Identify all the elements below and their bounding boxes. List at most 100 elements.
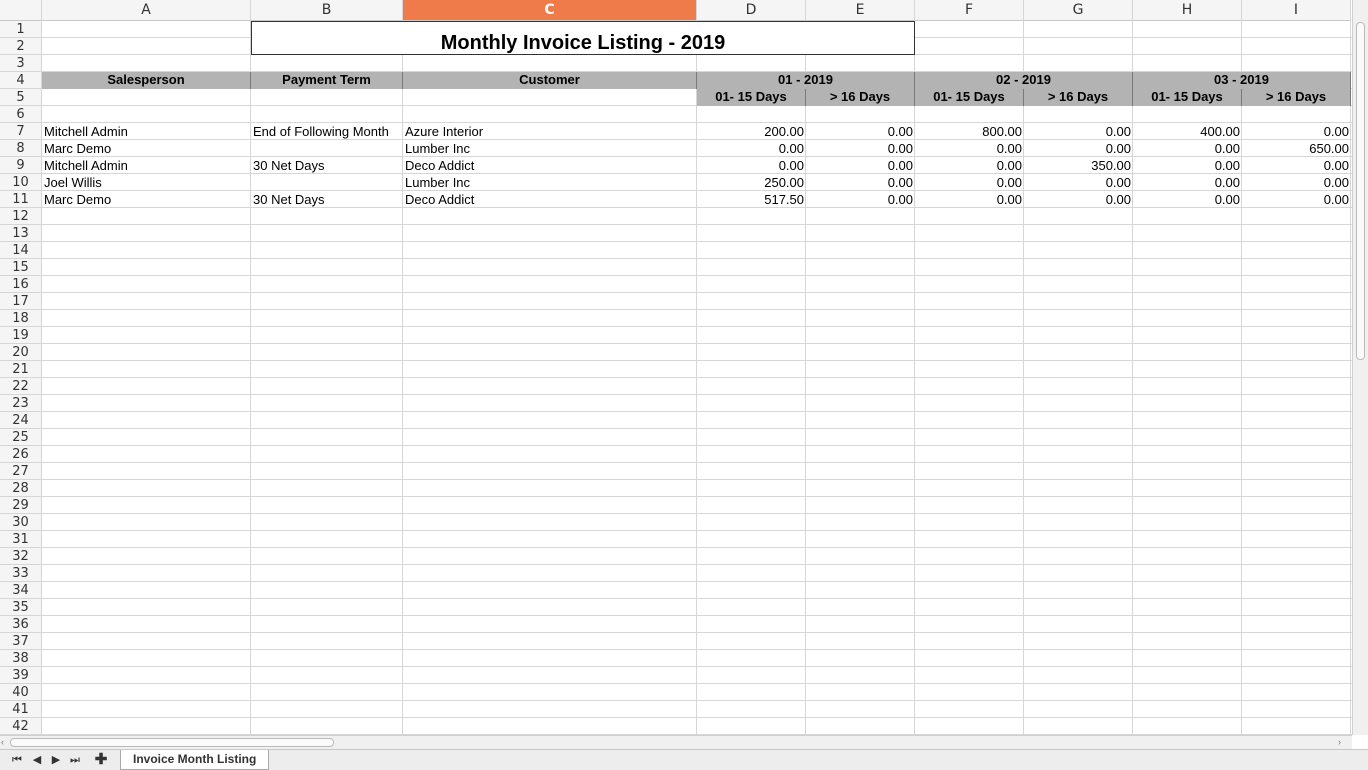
row-header-38[interactable]: 38: [0, 650, 42, 667]
cell-amount[interactable]: 0.00: [887, 124, 913, 139]
row-header-27[interactable]: 27: [0, 463, 42, 480]
header-bucket-early[interactable]: 01- 15 Days: [697, 89, 806, 106]
cell-payment-term[interactable]: 30 Net Days: [253, 158, 325, 173]
header-month-3[interactable]: 03 - 2019: [1133, 72, 1351, 89]
row-header-32[interactable]: 32: [0, 548, 42, 565]
row-header-1[interactable]: 1: [0, 21, 42, 38]
column-header-i[interactable]: I: [1242, 0, 1351, 21]
header-bucket-early[interactable]: 01- 15 Days: [915, 89, 1024, 106]
header-bucket-late[interactable]: > 16 Days: [1242, 89, 1351, 106]
add-sheet-icon[interactable]: ✚: [94, 751, 108, 768]
row-header-9[interactable]: 9: [0, 157, 42, 174]
row-header-11[interactable]: 11: [0, 191, 42, 208]
row-header-23[interactable]: 23: [0, 395, 42, 412]
cell-salesperson[interactable]: Joel Willis: [44, 175, 102, 190]
first-sheet-icon[interactable]: ⏮: [12, 754, 22, 766]
cell-amount[interactable]: 0.00: [1323, 175, 1349, 190]
header-bucket-late[interactable]: > 16 Days: [806, 89, 915, 106]
row-header-7[interactable]: 7: [0, 123, 42, 140]
cell-amount[interactable]: 0.00: [1214, 175, 1240, 190]
row-header-18[interactable]: 18: [0, 310, 42, 327]
cell-amount[interactable]: 0.00: [1323, 192, 1349, 207]
cell-amount[interactable]: 0.00: [778, 141, 804, 156]
cell-amount[interactable]: 350.00: [1091, 158, 1131, 173]
cell-salesperson[interactable]: Marc Demo: [44, 192, 112, 207]
cell-salesperson[interactable]: Mitchell Admin: [44, 158, 128, 173]
cell-amount[interactable]: 0.00: [996, 175, 1022, 190]
report-title[interactable]: Monthly Invoice Listing - 2019: [251, 21, 915, 55]
row-header-15[interactable]: 15: [0, 259, 42, 276]
cell-amount[interactable]: 0.00: [996, 158, 1022, 173]
row-header-8[interactable]: 8: [0, 140, 42, 157]
header-salesperson[interactable]: Salesperson: [42, 72, 251, 89]
cell-amount[interactable]: 0.00: [1214, 158, 1240, 173]
cell-amount[interactable]: 0.00: [1105, 141, 1131, 156]
cell-amount[interactable]: 250.00: [764, 175, 804, 190]
row-header-30[interactable]: 30: [0, 514, 42, 531]
cell-amount[interactable]: 200.00: [764, 124, 804, 139]
cell-payment-term[interactable]: [251, 174, 403, 191]
cell-customer[interactable]: Lumber Inc: [405, 175, 471, 190]
row-header-40[interactable]: 40: [0, 684, 42, 701]
column-header-b[interactable]: B: [251, 0, 403, 21]
row-header-12[interactable]: 12: [0, 208, 42, 225]
vertical-scrollbar[interactable]: [1352, 0, 1368, 735]
header-bucket-early[interactable]: 01- 15 Days: [1133, 89, 1242, 106]
cell-amount[interactable]: 0.00: [1105, 124, 1131, 139]
row-header-10[interactable]: 10: [0, 174, 42, 191]
cell-salesperson[interactable]: Mitchell Admin: [44, 124, 128, 139]
row-header-31[interactable]: 31: [0, 531, 42, 548]
row-header-19[interactable]: 19: [0, 327, 42, 344]
cell-customer[interactable]: Azure Interior: [405, 124, 484, 139]
horizontal-scrollbar[interactable]: ‹ ›: [0, 735, 1352, 749]
row-header-25[interactable]: 25: [0, 429, 42, 446]
cell-amount[interactable]: 400.00: [1200, 124, 1240, 139]
row-header-21[interactable]: 21: [0, 361, 42, 378]
row-header-41[interactable]: 41: [0, 701, 42, 718]
cell-amount[interactable]: 0.00: [1214, 141, 1240, 156]
cell-customer[interactable]: Deco Addict: [405, 192, 475, 207]
previous-sheet-icon[interactable]: ◀: [32, 754, 42, 766]
cell-amount[interactable]: 0.00: [996, 141, 1022, 156]
row-header-20[interactable]: 20: [0, 344, 42, 361]
header-payment-term[interactable]: Payment Term: [251, 72, 403, 89]
header-month-2[interactable]: 02 - 2019: [915, 72, 1133, 89]
row-header-26[interactable]: 26: [0, 446, 42, 463]
scroll-left-icon[interactable]: ‹: [1, 737, 4, 747]
scroll-right-icon[interactable]: ›: [1338, 737, 1341, 747]
cell-amount[interactable]: 0.00: [1323, 124, 1349, 139]
cell-amount[interactable]: 650.00: [1309, 141, 1349, 156]
cell-amount[interactable]: 0.00: [887, 192, 913, 207]
cell-amount[interactable]: 0.00: [887, 175, 913, 190]
header-bucket-late[interactable]: > 16 Days: [1024, 89, 1133, 106]
row-header-29[interactable]: 29: [0, 497, 42, 514]
cell-customer[interactable]: Deco Addict: [405, 158, 475, 173]
header-customer[interactable]: Customer: [403, 72, 697, 89]
row-header-14[interactable]: 14: [0, 242, 42, 259]
row-header-35[interactable]: 35: [0, 599, 42, 616]
row-header-16[interactable]: 16: [0, 276, 42, 293]
cell-amount[interactable]: 0.00: [887, 158, 913, 173]
cell-amount[interactable]: 0.00: [996, 192, 1022, 207]
cell-amount[interactable]: 0.00: [1105, 192, 1131, 207]
column-header-h[interactable]: H: [1133, 0, 1242, 21]
cell-payment-term[interactable]: [251, 140, 403, 157]
vertical-scroll-thumb[interactable]: [1356, 22, 1365, 360]
column-header-d[interactable]: D: [697, 0, 806, 21]
row-header-28[interactable]: 28: [0, 480, 42, 497]
row-header-6[interactable]: 6: [0, 106, 42, 123]
cell-amount[interactable]: 0.00: [778, 158, 804, 173]
row-header-33[interactable]: 33: [0, 565, 42, 582]
row-header-3[interactable]: 3: [0, 55, 42, 72]
last-sheet-icon[interactable]: ⏭: [70, 754, 80, 766]
column-header-a[interactable]: A: [42, 0, 251, 21]
cell-payment-term[interactable]: 30 Net Days: [253, 192, 325, 207]
row-header-34[interactable]: 34: [0, 582, 42, 599]
column-header-g[interactable]: G: [1024, 0, 1133, 21]
row-header-2[interactable]: 2: [0, 38, 42, 55]
cell-salesperson[interactable]: Marc Demo: [44, 141, 112, 156]
row-header-17[interactable]: 17: [0, 293, 42, 310]
column-header-c[interactable]: C: [403, 0, 697, 21]
row-header-24[interactable]: 24: [0, 412, 42, 429]
